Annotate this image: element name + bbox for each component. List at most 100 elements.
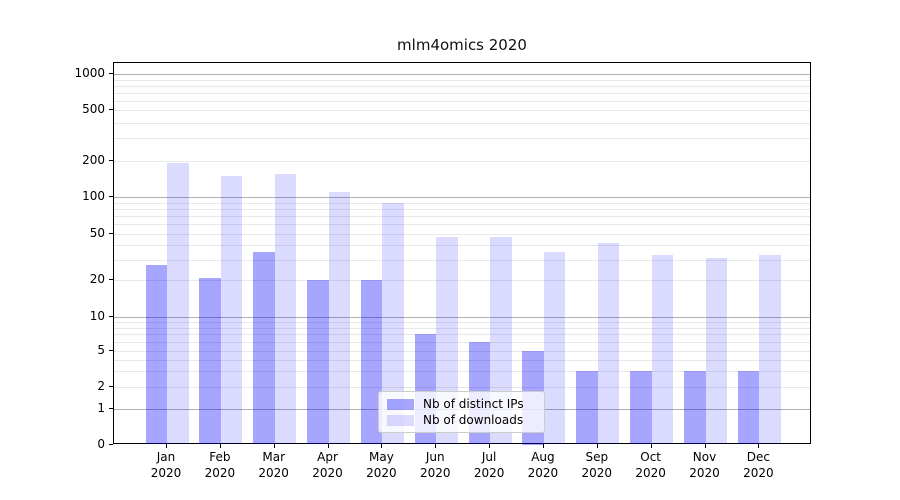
gridline-700 [114, 92, 810, 94]
y-tick-mark [109, 73, 113, 75]
gridline-8 [114, 327, 810, 329]
bar-downloads-nov [705, 258, 727, 445]
gridline-40 [114, 245, 810, 247]
y-tick-label: 0 [97, 436, 105, 451]
bar-distinct-ips-jan [145, 265, 167, 445]
gridline-300 [114, 138, 810, 140]
bar-downloads-oct [651, 254, 674, 445]
x-tick-label: Feb 2020 [204, 450, 236, 480]
y-tick-mark [109, 385, 113, 387]
x-tick-label: Mar 2020 [258, 450, 289, 480]
y-tick-mark [109, 443, 113, 445]
x-tick-label: Nov 2020 [689, 450, 720, 480]
gridline-10 [114, 317, 810, 318]
x-tick-mark [704, 444, 706, 448]
legend-swatch-distinct-ips [387, 398, 414, 410]
y-tick-label: 2 [97, 378, 105, 393]
bar-downloads-dec [759, 254, 781, 445]
y-tick-mark [109, 196, 113, 197]
bar-distinct-ips-feb [199, 277, 221, 445]
gridline-2 [114, 386, 810, 388]
y-tick-label: 200 [82, 152, 105, 167]
bar-downloads-mar [274, 173, 297, 445]
x-tick-label: Jan 2020 [150, 450, 182, 480]
legend-label: Nb of distinct IPs [423, 397, 524, 411]
gridline-3 [114, 370, 810, 372]
x-tick-mark [273, 444, 275, 448]
y-tick-label: 500 [82, 102, 105, 117]
bar-distinct-ips-mar [253, 251, 275, 445]
y-tick-label: 20 [89, 272, 105, 287]
y-tick-mark [109, 316, 113, 317]
legend-label: Nb of downloads [423, 413, 524, 427]
legend: Nb of distinct IPs Nb of downloads [378, 391, 545, 433]
gridline-60 [114, 224, 810, 226]
bar-distinct-ips-oct [630, 370, 652, 445]
legend-swatch-downloads [387, 414, 414, 426]
x-tick-label: May 2020 [366, 450, 397, 480]
y-tick-mark [109, 159, 113, 161]
y-tick-mark [109, 279, 113, 281]
gridline-4 [114, 359, 810, 361]
x-tick-mark [327, 444, 329, 448]
bar-distinct-ips-dec [737, 370, 760, 445]
bar-distinct-ips-may [360, 280, 383, 445]
bar-downloads-may [382, 202, 404, 445]
bar-distinct-ips-nov [684, 370, 706, 445]
y-tick-label: 5 [97, 343, 105, 357]
plot-area [113, 62, 811, 445]
bar-downloads-jan [167, 163, 189, 445]
y-tick-label: 1 [97, 401, 105, 415]
bar-downloads-sep [597, 242, 620, 445]
gridline-90 [114, 202, 810, 204]
chart-title: mlm4omics 2020 [397, 36, 527, 54]
gridline-600 [114, 100, 810, 102]
x-tick-mark [381, 444, 383, 448]
gridline-5 [114, 351, 810, 352]
gridline-900 [114, 79, 810, 81]
x-tick-label: Jul 2020 [473, 450, 505, 480]
gridline-1000 [114, 74, 810, 76]
legend-item: Nb of downloads [387, 413, 536, 427]
x-tick-label: Sep 2020 [581, 450, 613, 480]
bar-downloads-aug [543, 251, 566, 445]
gridline-100 [114, 197, 810, 198]
x-tick-label: Dec 2020 [743, 450, 774, 480]
bar-downloads-feb [220, 175, 243, 445]
x-tick-mark [758, 444, 760, 448]
y-tick-label: 50 [89, 225, 105, 240]
bar-distinct-ips-sep [576, 370, 598, 445]
gridline-200 [114, 160, 810, 162]
x-tick-label: Apr 2020 [312, 450, 343, 480]
x-tick-mark [650, 444, 652, 448]
gridline-400 [114, 122, 810, 124]
legend-item: Nb of distinct IPs [387, 397, 536, 411]
x-tick-mark [166, 444, 167, 448]
y-tick-label: 10 [89, 309, 105, 323]
x-tick-mark [219, 444, 221, 448]
x-tick-mark [489, 444, 491, 448]
gridline-7 [114, 334, 810, 336]
gridline-80 [114, 208, 810, 210]
gridline-70 [114, 215, 810, 217]
x-tick-label: Aug 2020 [527, 450, 559, 480]
x-tick-mark [542, 444, 544, 448]
gridline-500 [114, 110, 810, 112]
gridline-6 [114, 342, 810, 344]
y-tick-mark [109, 232, 113, 234]
y-tick-mark [109, 109, 113, 111]
x-tick-mark [596, 444, 598, 448]
gridline-9 [114, 322, 810, 324]
x-tick-label: Oct 2020 [635, 450, 666, 480]
y-tick-label: 100 [82, 189, 105, 203]
x-tick-label: Jun 2020 [419, 450, 451, 480]
bar-downloads-apr [328, 191, 351, 445]
y-tick-mark [109, 408, 113, 409]
gridline-30 [114, 259, 810, 261]
gridline-800 [114, 85, 810, 87]
gridline-20 [114, 280, 810, 282]
gridline-50 [114, 233, 810, 235]
x-tick-mark [435, 444, 437, 448]
y-tick-label: 1000 [74, 66, 105, 81]
